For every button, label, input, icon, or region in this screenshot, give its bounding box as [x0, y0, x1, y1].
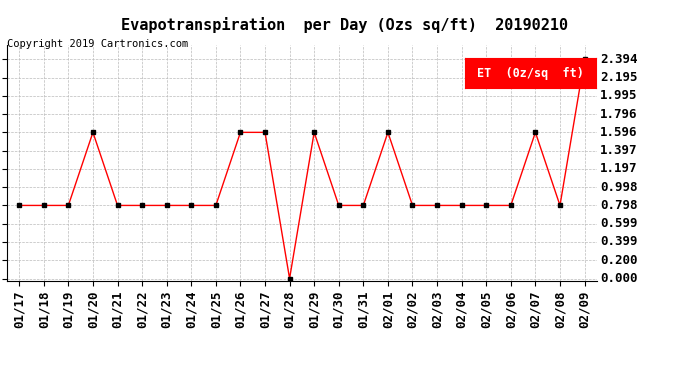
Text: Evapotranspiration  per Day (Ozs sq/ft)  20190210: Evapotranspiration per Day (Ozs sq/ft) 2… — [121, 17, 569, 33]
Text: 0.599: 0.599 — [600, 217, 638, 230]
Text: 1.796: 1.796 — [600, 108, 638, 120]
Text: 2.394: 2.394 — [600, 53, 638, 66]
Text: 1.596: 1.596 — [600, 126, 638, 139]
Text: Copyright 2019 Cartronics.com: Copyright 2019 Cartronics.com — [7, 39, 188, 50]
Text: 1.995: 1.995 — [600, 89, 638, 102]
Text: 0.000: 0.000 — [600, 272, 638, 285]
Text: 0.200: 0.200 — [600, 254, 638, 267]
Text: 2.195: 2.195 — [600, 71, 638, 84]
Text: 0.998: 0.998 — [600, 181, 638, 194]
Text: 0.399: 0.399 — [600, 236, 638, 249]
Text: 0.798: 0.798 — [600, 199, 638, 212]
Text: 1.197: 1.197 — [600, 162, 638, 176]
Text: 1.397: 1.397 — [600, 144, 638, 157]
Text: ET  (0z/sq  ft): ET (0z/sq ft) — [477, 67, 584, 80]
